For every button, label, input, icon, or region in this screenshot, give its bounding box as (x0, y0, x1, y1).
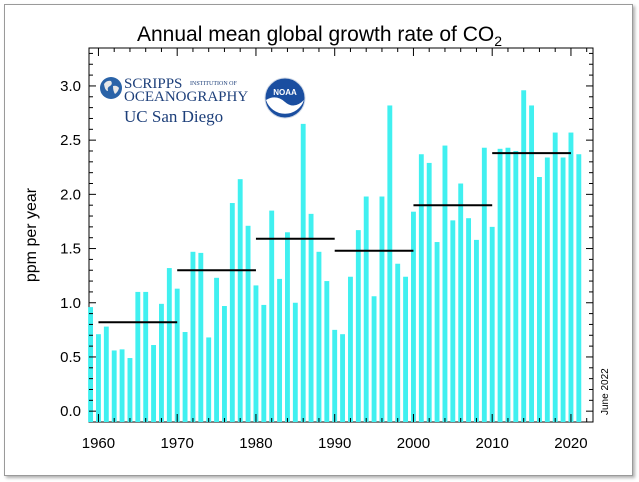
bar-2010 (489, 226, 495, 422)
bar-2003 (434, 242, 440, 422)
bar-2001 (418, 154, 424, 423)
x-tick-label: 2020 (554, 435, 587, 452)
x-tick-label: 2000 (397, 435, 430, 452)
bar-1990 (332, 329, 338, 422)
chart-title-subscript: 2 (494, 33, 502, 49)
x-tick-label: 1960 (82, 435, 115, 452)
x-tick-label: 1970 (161, 435, 194, 452)
bar-2000 (411, 211, 416, 422)
bar-1981 (261, 304, 267, 422)
x-tick-label: 2010 (476, 435, 509, 452)
bar-1972 (190, 251, 196, 422)
y-tick-label: 0.5 (60, 349, 81, 366)
noaa-logo: NOAA (264, 77, 306, 119)
bar-2015 (529, 105, 535, 423)
chart-title: Annual mean global growth rate of CO2 (137, 23, 502, 49)
bar-2013 (513, 150, 519, 423)
x-tick-label: 1980 (239, 435, 272, 452)
scripps-institution-of: INSTITUTION OF (190, 81, 237, 87)
y-tick-label: 1.0 (60, 295, 81, 312)
bar-2016 (537, 177, 542, 422)
bar-series (88, 90, 582, 423)
bar-2020 (568, 132, 574, 422)
bar-2007 (466, 218, 472, 422)
bar-2009 (481, 147, 487, 423)
bar-1982 (269, 210, 275, 422)
bar-2004 (442, 145, 448, 422)
bar-1965 (135, 291, 141, 422)
bar-2019 (560, 157, 566, 423)
bar-1966 (143, 291, 149, 422)
x-axis: 1960 1970 1980 1990 2000 2010 2020 (82, 48, 588, 452)
bar-1989 (324, 281, 330, 422)
bar-1975 (214, 277, 220, 422)
y-tick-label: 2.5 (60, 132, 81, 149)
noaa-name: NOAA (273, 88, 297, 97)
y-tick-label: 2.0 (60, 186, 81, 203)
bar-1978 (237, 179, 243, 422)
date-annotation: June 2022 (600, 368, 611, 415)
bar-1963 (119, 349, 125, 422)
chart-title-main: Annual mean global growth rate of CO (137, 23, 494, 46)
bar-1983 (277, 278, 283, 422)
bar-2017 (544, 157, 550, 423)
bar-2006 (458, 183, 464, 422)
bar-1995 (371, 296, 377, 422)
bar-1970 (174, 288, 180, 422)
bar-1973 (198, 252, 204, 422)
bar-1967 (151, 345, 157, 422)
bar-1962 (111, 350, 117, 422)
bar-1998 (395, 263, 401, 422)
noaa-gull-icon (266, 97, 304, 114)
ucsd-name: UC San Diego (124, 107, 223, 126)
y-axis: 0.0 0.5 1.0 1.5 2.0 2.5 3.0 (60, 52, 593, 420)
bar-1976 (222, 306, 227, 422)
bar-1991 (340, 334, 346, 422)
bar-1992 (348, 276, 353, 422)
bar-1961 (103, 326, 109, 422)
bar-2008 (474, 239, 479, 422)
bar-1997 (387, 105, 393, 423)
bar-1980 (253, 285, 259, 422)
bar-2018 (552, 132, 558, 422)
bar-2012 (505, 147, 511, 423)
bar-1996 (379, 196, 385, 422)
y-tick-label: 0.0 (60, 403, 81, 420)
bar-1969 (166, 268, 172, 422)
bar-2005 (450, 220, 456, 422)
scripps-globe-icon (100, 77, 122, 99)
bar-2002 (426, 162, 432, 422)
bar-2014 (521, 90, 527, 422)
bar-2021 (576, 154, 582, 423)
bar-1985 (292, 302, 298, 422)
bar-1994 (363, 196, 369, 422)
bar-1984 (285, 232, 290, 422)
bar-1993 (355, 230, 361, 422)
bar-1999 (403, 276, 409, 422)
y-tick-label: 1.5 (60, 241, 81, 258)
scripps-logo: SCRIPPS INSTITUTION OF OCEANOGRAPHY UC S… (100, 76, 248, 126)
bar-1968 (159, 303, 164, 422)
bar-1960 (96, 334, 101, 422)
bar-1988 (316, 251, 322, 422)
bar-1979 (245, 225, 251, 422)
bar-1977 (229, 203, 235, 422)
bar-1964 (127, 358, 133, 422)
y-tick-label: 3.0 (60, 78, 81, 95)
decade-mean-lines (98, 152, 571, 324)
scripps-oceanography: OCEANOGRAPHY (124, 89, 248, 105)
bar-1974 (206, 337, 212, 422)
scripps-name: SCRIPPS (124, 76, 182, 92)
x-tick-label: 1990 (318, 435, 351, 452)
y-axis-label: ppm per year (23, 187, 40, 282)
bar-1987 (308, 213, 314, 422)
bar-1959 (88, 307, 94, 422)
bar-1986 (300, 123, 306, 422)
bar-2011 (497, 148, 503, 422)
bar-1971 (182, 332, 188, 422)
